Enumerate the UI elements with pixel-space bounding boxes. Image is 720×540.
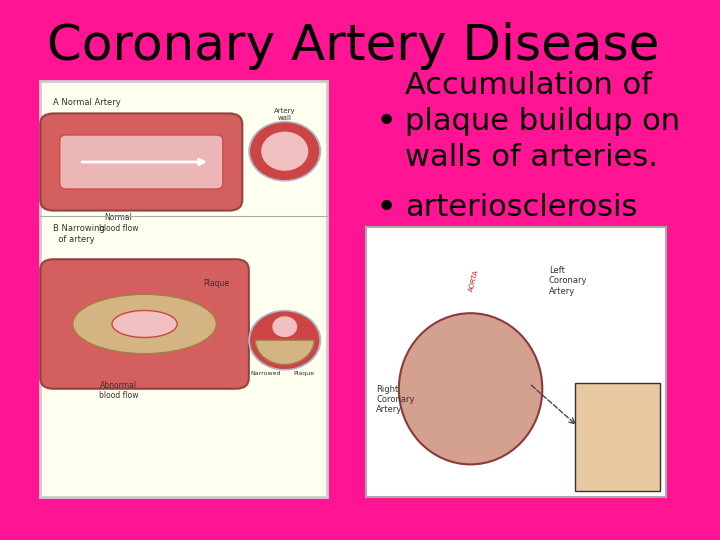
Circle shape bbox=[251, 312, 319, 368]
FancyBboxPatch shape bbox=[40, 113, 243, 211]
FancyBboxPatch shape bbox=[366, 227, 666, 497]
Text: Narrowed: Narrowed bbox=[250, 371, 280, 376]
Circle shape bbox=[262, 132, 307, 170]
Text: Accumulation of
plaque buildup on
walls of arteries.: Accumulation of plaque buildup on walls … bbox=[405, 71, 680, 172]
Ellipse shape bbox=[73, 294, 216, 354]
Text: B Narrowing
  of artery: B Narrowing of artery bbox=[53, 224, 105, 244]
Ellipse shape bbox=[399, 313, 542, 464]
Circle shape bbox=[249, 310, 320, 370]
Text: •: • bbox=[376, 105, 397, 138]
Wedge shape bbox=[256, 340, 314, 364]
Text: AORTA: AORTA bbox=[468, 269, 480, 293]
Text: •: • bbox=[376, 191, 397, 225]
Text: Plaque: Plaque bbox=[604, 406, 630, 415]
Text: Coronary Artery Disease: Coronary Artery Disease bbox=[47, 22, 660, 70]
FancyBboxPatch shape bbox=[40, 81, 327, 497]
FancyBboxPatch shape bbox=[40, 259, 249, 389]
Ellipse shape bbox=[112, 310, 177, 338]
Text: Plaque: Plaque bbox=[294, 371, 315, 376]
Text: Normal
blood flow: Normal blood flow bbox=[99, 213, 138, 233]
Circle shape bbox=[249, 122, 320, 181]
Text: A Normal Artery: A Normal Artery bbox=[53, 98, 121, 107]
Text: Artery
wall: Artery wall bbox=[274, 109, 295, 122]
Circle shape bbox=[251, 123, 319, 179]
Text: Left
Coronary
Artery: Left Coronary Artery bbox=[549, 266, 588, 296]
Text: Abnormal
blood flow: Abnormal blood flow bbox=[99, 381, 138, 400]
FancyBboxPatch shape bbox=[575, 383, 660, 491]
Text: arteriosclerosis: arteriosclerosis bbox=[405, 193, 638, 222]
Circle shape bbox=[273, 317, 297, 336]
Text: Right
Coronary
Artery: Right Coronary Artery bbox=[376, 384, 415, 415]
FancyBboxPatch shape bbox=[60, 135, 222, 189]
Text: Plaque: Plaque bbox=[203, 279, 229, 288]
